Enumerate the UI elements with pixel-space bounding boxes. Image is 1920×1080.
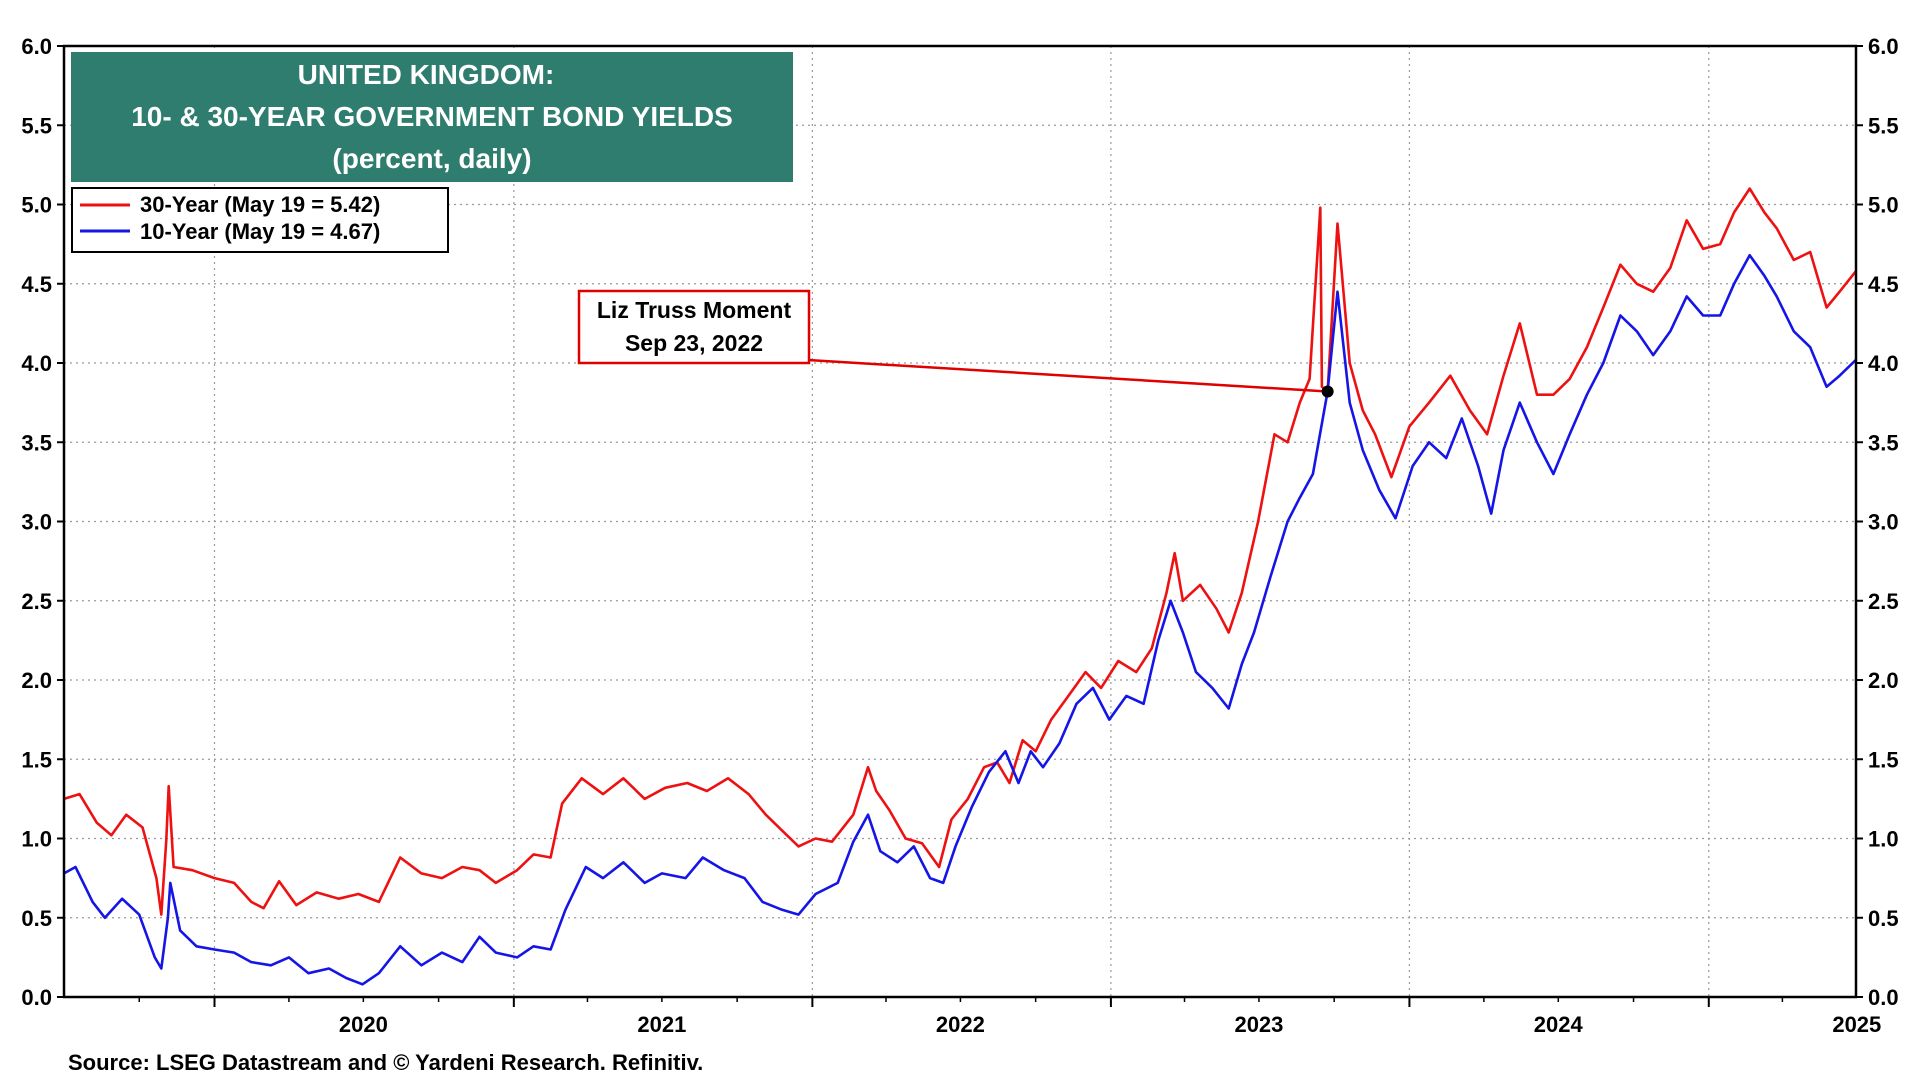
chart-title-line-2: 10- & 30-YEAR GOVERNMENT BOND YIELDS [131, 101, 733, 132]
y-tick-label-right: 4.0 [1868, 351, 1899, 376]
series-line-30y [63, 187, 1858, 916]
x-tick-label: 2025 [1832, 1012, 1881, 1037]
x-tick-label: 2022 [936, 1012, 985, 1037]
y-tick-label-right: 3.5 [1868, 430, 1899, 455]
x-tick-label: 2021 [637, 1012, 686, 1037]
y-tick-label-right: 3.0 [1868, 510, 1899, 535]
legend: 30-Year (May 19 = 5.42) 10-Year (May 19 … [71, 187, 449, 253]
legend-label-10y: 10-Year (May 19 = 4.67) [140, 219, 380, 244]
y-tick-label-left: 5.0 [21, 193, 52, 218]
y-tick-label-left: 1.5 [21, 747, 52, 772]
y-tick-label-left: 2.5 [21, 589, 52, 614]
chart-title-line-3: (percent, daily) [332, 143, 531, 174]
y-tick-label-left: 3.5 [21, 430, 52, 455]
y-tick-label-right: 0.5 [1868, 906, 1899, 931]
series-layer [63, 187, 1858, 986]
annotation-marker [1321, 385, 1334, 398]
x-axis: 2020 2021 2022 2023 2024 2025 [138, 997, 1881, 1037]
plot-frame [62, 44, 1858, 999]
y-tick-label-left: 4.5 [21, 272, 52, 297]
x-tick-label: 2024 [1534, 1012, 1584, 1037]
y-tick-label-left: 3.0 [21, 510, 52, 535]
annotation-leader-line [807, 358, 1328, 393]
y-tick-label-right: 2.5 [1868, 589, 1899, 614]
annotation-line-2: Sep 23, 2022 [625, 330, 763, 356]
y-tick-label-left: 5.5 [21, 113, 52, 138]
y-tick-label-right: 5.0 [1868, 193, 1899, 218]
y-tick-label-left: 6.0 [21, 34, 52, 59]
x-tick-label: 2023 [1234, 1012, 1283, 1037]
y-tick-label-right: 6.0 [1868, 34, 1899, 59]
y-tick-label-right: 2.0 [1868, 668, 1899, 693]
source-note: Source: LSEG Datastream and © Yardeni Re… [68, 1050, 704, 1075]
legend-label-30y: 30-Year (May 19 = 5.42) [140, 192, 380, 217]
y-tick-label-left: 4.0 [21, 351, 52, 376]
grid-lines [64, 46, 1856, 997]
annotation: Liz Truss Moment Sep 23, 2022 [577, 289, 1334, 398]
x-tick-label: 2020 [339, 1012, 388, 1037]
right-y-axis: 0.0 0.5 1.0 1.5 2.0 2.5 3.0 3.5 4.0 4.5 5.0 5.5 6.0 [1856, 34, 1899, 1010]
chart-title-line-1: UNITED KINGDOM: [298, 59, 555, 90]
y-tick-label-right: 1.5 [1868, 747, 1899, 772]
y-tick-label-right: 5.5 [1868, 113, 1899, 138]
y-tick-label-left: 2.0 [21, 668, 52, 693]
y-tick-label-right: 4.5 [1868, 272, 1899, 297]
left-y-axis: 0.0 0.5 1.0 1.5 2.0 2.5 3.0 3.5 4.0 4.5 5.0 5.5 6.0 [21, 34, 64, 1010]
y-tick-label-left: 0.0 [21, 985, 52, 1010]
chart-title-box: UNITED KINGDOM: 10- & 30-YEAR GOVERNMENT… [71, 52, 793, 182]
series-line-10y [63, 253, 1857, 986]
annotation-line-1: Liz Truss Moment [597, 297, 792, 323]
y-tick-label-left: 0.5 [21, 906, 52, 931]
y-tick-label-left: 1.0 [21, 827, 52, 852]
y-tick-label-right: 1.0 [1868, 827, 1899, 852]
y-tick-label-right: 0.0 [1868, 985, 1899, 1010]
